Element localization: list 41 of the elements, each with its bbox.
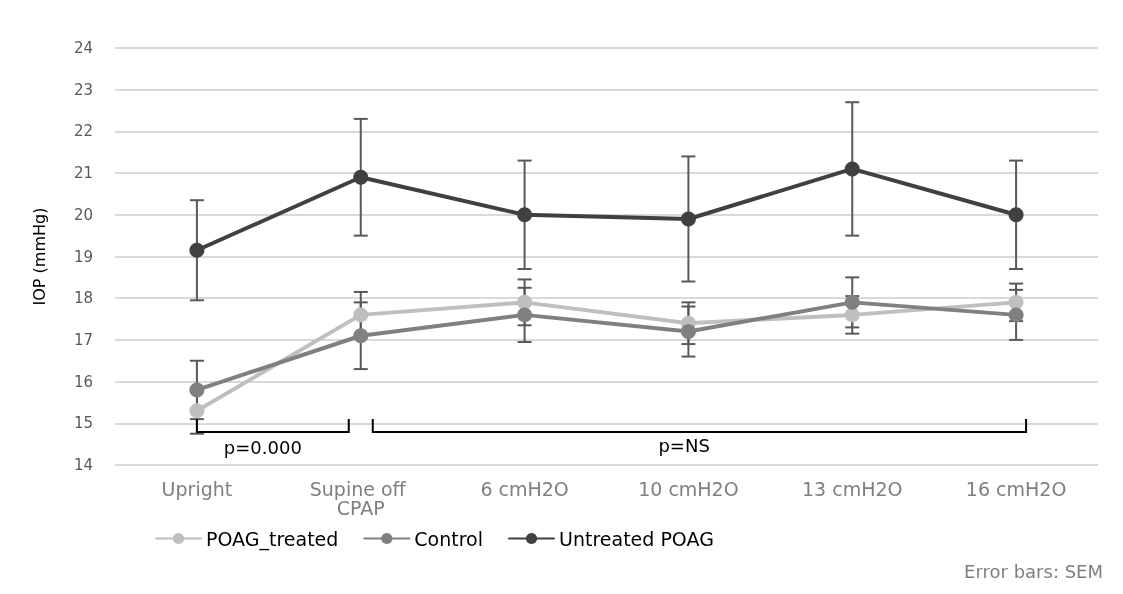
x-tick-label: Supine off CPAP <box>309 477 412 519</box>
legend-label: Untreated POAG <box>559 527 714 550</box>
annotation: p=0.000 <box>223 436 302 458</box>
y-tick-label: 15 <box>73 414 93 433</box>
point <box>517 294 533 310</box>
point <box>189 403 205 419</box>
y-tick-label: 18 <box>73 289 93 308</box>
legend-label: POAG_treated <box>206 527 339 551</box>
y-tick-label: 24 <box>73 39 93 57</box>
point <box>353 307 369 323</box>
y-axis-title: IOP (mmHg) <box>29 207 49 306</box>
y-tick-label: 23 <box>73 80 93 99</box>
point <box>844 161 860 177</box>
x-tick-label: 10 cmH2O <box>638 477 739 500</box>
legend-label: Control <box>414 527 484 550</box>
point <box>1008 307 1024 323</box>
y-tick-label: 19 <box>73 247 93 266</box>
point <box>189 382 205 398</box>
y-tick-label: 21 <box>73 164 93 183</box>
y-tick-label: 17 <box>73 330 93 349</box>
y-tick-label: 20 <box>73 205 93 224</box>
x-tick-label: 16 cmH2O <box>965 477 1067 500</box>
y-tick-label: 22 <box>73 122 93 141</box>
point <box>353 169 369 185</box>
point <box>517 207 533 223</box>
point <box>680 324 696 340</box>
y-tick-label: 14 <box>73 456 93 474</box>
x-tick-label: 6 cmH2O <box>480 477 569 500</box>
y-tick-label: 16 <box>73 372 93 391</box>
point <box>189 242 205 258</box>
point <box>1008 207 1024 223</box>
point <box>517 307 533 323</box>
point <box>680 211 696 227</box>
x-tick-label: 13 cmH2O <box>801 477 903 500</box>
point <box>353 328 369 344</box>
text: Error bars: SEM <box>964 560 1104 582</box>
x-tick-label: Upright <box>161 477 233 500</box>
annotation: p=NS <box>658 434 710 456</box>
point <box>1008 294 1024 310</box>
point <box>844 307 860 323</box>
point <box>844 294 860 310</box>
